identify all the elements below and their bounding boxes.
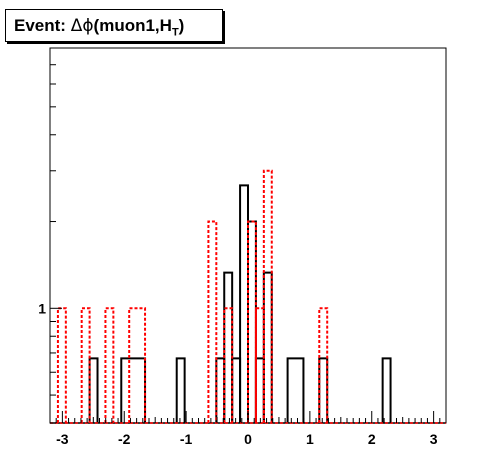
series-1 [50,169,446,424]
x-tick-label: 1 [306,431,314,447]
title-prefix: Event: [14,16,71,35]
x-tick-label: 3 [430,431,438,447]
chart-title: Event: Δϕ(muon1,HT) [5,9,223,42]
bin-1-2 [104,307,115,423]
bin-0-10 [286,357,305,423]
x-tick-label: -1 [180,431,193,447]
title-sub: T [171,26,179,39]
y-tick-label: 1 [38,300,46,316]
bin-0-2 [175,357,186,423]
bin-1-3 [128,307,147,423]
bin-1-8 [262,169,273,423]
x-tick-label: -2 [118,431,131,447]
title-paren: (muon1, [93,16,160,35]
histogram-series [50,169,446,424]
bin-1-5 [223,307,234,423]
axes: -3 -2 -1 0 1 2 3 1 [38,47,447,447]
title-close: ) [178,16,185,35]
bin-1-1 [80,307,91,423]
x-tick-label: 2 [368,431,376,447]
title-delta: Δ [70,16,83,36]
bin-1-9 [318,307,329,423]
bin-0-12 [381,357,392,423]
bin-1-0 [56,307,67,423]
bin-1-7 [254,307,265,423]
title-h: H [159,16,172,35]
x-tick-label: 0 [244,431,252,447]
x-tick-label: -3 [56,431,69,447]
title-phi: ϕ [82,16,94,36]
bin-1-4 [207,220,218,423]
